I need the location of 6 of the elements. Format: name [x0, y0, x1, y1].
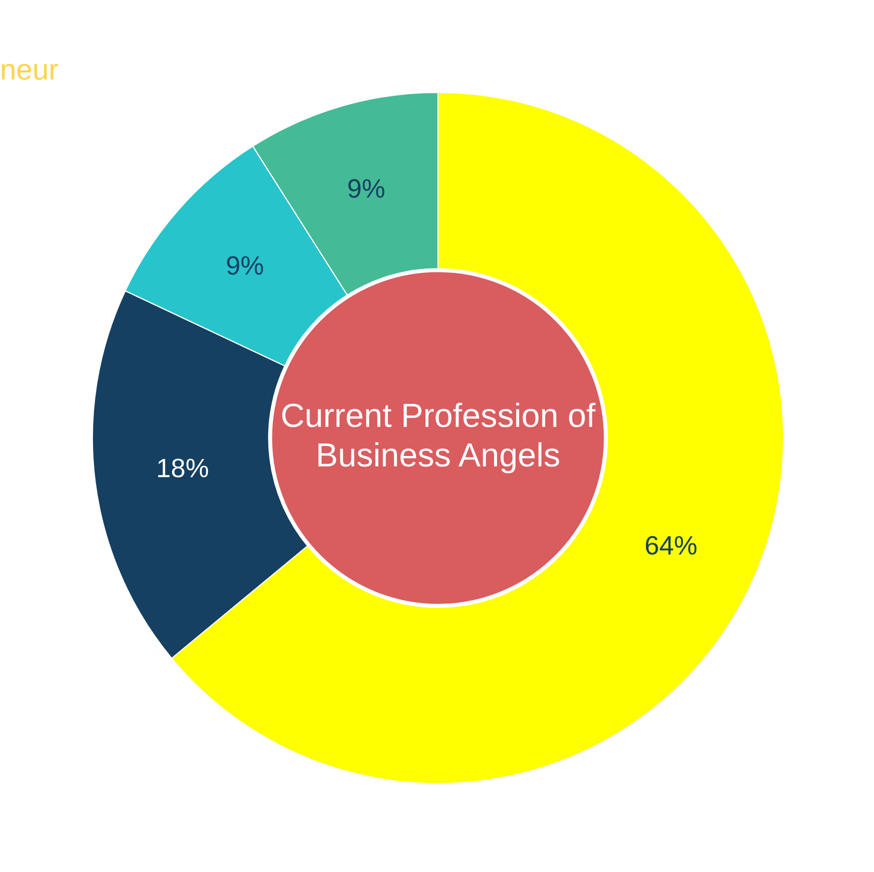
data-label: 9%	[227, 256, 263, 275]
data-label: 9%	[348, 179, 384, 198]
data-label: 18%	[158, 458, 208, 478]
data-label: 64%	[646, 536, 696, 555]
text: neur	[2, 64, 58, 80]
text: Current Profession of Business Angels	[282, 402, 596, 474]
